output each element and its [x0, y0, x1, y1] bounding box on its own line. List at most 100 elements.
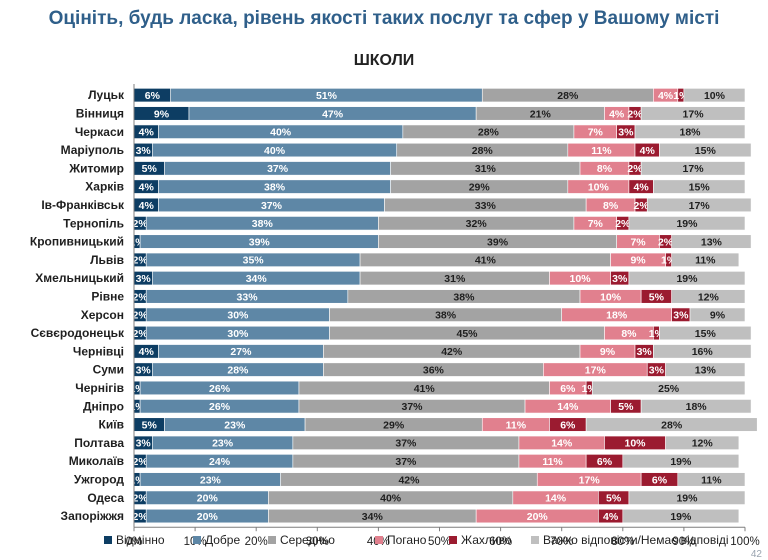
- data-label: 4%: [139, 346, 155, 358]
- data-label: 10%: [588, 181, 610, 193]
- chart-title: ШКОЛИ: [353, 52, 415, 69]
- data-label: 40%: [380, 493, 402, 505]
- page-number: 42: [750, 549, 762, 560]
- data-label: 12%: [692, 438, 714, 450]
- data-label: 23%: [200, 474, 222, 486]
- data-label: 37%: [261, 200, 283, 212]
- data-label: 7%: [588, 218, 604, 230]
- data-label: 2%: [133, 218, 149, 230]
- data-label: 2%: [634, 200, 650, 212]
- category-label: Ів-Франківськ: [41, 198, 125, 212]
- data-label: 15%: [689, 181, 711, 193]
- data-label: 6%: [560, 419, 576, 431]
- legend-swatch: [268, 536, 276, 544]
- data-label: 38%: [453, 291, 475, 303]
- data-label: 28%: [472, 145, 494, 157]
- bar-segment-5: [677, 472, 746, 487]
- x-tick-label: 50%: [428, 536, 451, 548]
- data-label: 10%: [600, 291, 622, 303]
- legend-label: Погано: [387, 533, 427, 547]
- data-label: 19%: [676, 493, 698, 505]
- data-label: 45%: [456, 328, 478, 340]
- data-label: 37%: [267, 163, 289, 175]
- category-label: Ужгород: [74, 472, 124, 486]
- data-label: 18%: [686, 401, 708, 413]
- data-label: 34%: [362, 511, 384, 523]
- bar-segment-5: [659, 325, 752, 341]
- bar-segment-5: [591, 380, 746, 396]
- bar-segment-5: [671, 252, 740, 267]
- data-label: 15%: [695, 145, 717, 157]
- data-label: 20%: [197, 511, 219, 523]
- data-label: 11%: [506, 419, 527, 431]
- data-label: 9%: [154, 108, 170, 120]
- data-label: 28%: [661, 419, 683, 431]
- data-label: 38%: [264, 181, 286, 193]
- bar-segment-5: [665, 435, 740, 450]
- data-label: 11%: [591, 145, 612, 157]
- data-label: 5%: [142, 163, 158, 175]
- legend-label: Добре: [205, 533, 240, 547]
- bar-segment-5: [653, 344, 752, 359]
- category-label: Херсон: [81, 308, 124, 322]
- category-label: Рівне: [91, 289, 124, 303]
- data-label: 7%: [588, 127, 604, 139]
- data-label: 6%: [652, 474, 668, 486]
- data-label: 13%: [701, 236, 723, 248]
- x-tick-label: 80%: [611, 536, 634, 548]
- data-label: 5%: [606, 493, 622, 505]
- bar-segment-5: [659, 142, 752, 158]
- page-title: Оцініть, будь ласка, рівень якості таких…: [48, 8, 720, 29]
- data-label: 10%: [570, 273, 592, 285]
- data-label: 3%: [612, 273, 628, 285]
- data-label: 11%: [701, 474, 722, 486]
- x-tick-label: 60%: [489, 536, 512, 548]
- data-label: 32%: [466, 218, 488, 230]
- category-label: Суми: [93, 363, 124, 377]
- data-label: 9%: [630, 255, 646, 267]
- data-label: 17%: [689, 200, 711, 212]
- legend-label: Середньо: [280, 533, 335, 547]
- data-label: 3%: [618, 127, 634, 139]
- data-label: 18%: [680, 127, 702, 139]
- data-label: 34%: [246, 273, 268, 285]
- legend-swatch: [375, 536, 383, 544]
- data-label: 21%: [530, 108, 552, 120]
- data-label: 27%: [230, 346, 252, 358]
- data-label: 3%: [136, 438, 152, 450]
- data-label: 35%: [243, 255, 265, 267]
- data-label: 11%: [542, 456, 563, 468]
- data-label: 19%: [670, 511, 692, 523]
- data-label: 11%: [695, 255, 716, 267]
- data-label: 17%: [579, 474, 601, 486]
- data-label: 29%: [469, 181, 491, 193]
- data-label: 47%: [322, 108, 344, 120]
- legend-swatch: [104, 536, 112, 544]
- data-label: 19%: [676, 273, 698, 285]
- data-label: 9%: [710, 310, 726, 322]
- bars-layer: 6% 51% 28% 4% 1% 10%9% 47% 21% 4% 2% 17%4% 40% 28% 7%…: [129, 88, 758, 524]
- category-label: Маріуполь: [61, 143, 124, 157]
- data-label: 3%: [637, 346, 653, 358]
- category-label: Харків: [85, 180, 124, 194]
- data-label: 6%: [560, 383, 576, 395]
- data-label: 8%: [603, 200, 619, 212]
- bar-segment-5: [640, 106, 746, 121]
- data-label: 33%: [237, 291, 259, 303]
- data-label: 2%: [615, 218, 631, 230]
- legend-swatch: [531, 536, 539, 544]
- data-label: 42%: [441, 346, 463, 358]
- data-label: 14%: [545, 493, 567, 505]
- legend-swatch: [193, 536, 201, 544]
- data-label: 3%: [649, 364, 665, 376]
- data-label: 2%: [658, 236, 674, 248]
- data-label: 4%: [603, 511, 619, 523]
- data-label: 2%: [627, 163, 643, 175]
- data-label: 4%: [139, 200, 155, 212]
- bar-segment-5: [671, 289, 746, 304]
- category-label: Хмельницький: [35, 271, 124, 285]
- data-label: 14%: [551, 438, 573, 450]
- category-label: Одеса: [87, 491, 124, 505]
- data-label: 42%: [398, 474, 420, 486]
- bar-segment-5: [628, 490, 746, 505]
